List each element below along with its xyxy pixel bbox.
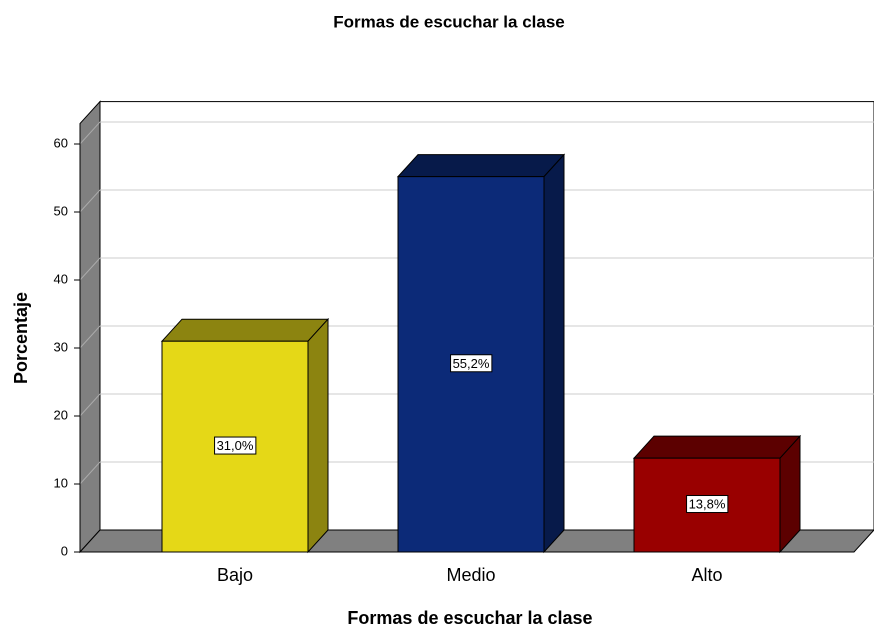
value-label-box xyxy=(450,354,493,373)
chart-title: Formas de escuchar la clase xyxy=(333,12,565,31)
bar-side xyxy=(543,153,565,554)
x-axis-label: Formas de escuchar la clase xyxy=(347,608,592,628)
bar-top xyxy=(160,318,330,342)
bar-top xyxy=(396,154,566,178)
y-tick-label: 60 xyxy=(54,135,68,150)
x-tick-label: Alto xyxy=(691,565,722,585)
grid-line xyxy=(79,461,101,485)
bar xyxy=(161,340,309,553)
x-tick-label: Medio xyxy=(446,565,495,585)
value-label: 55,2% xyxy=(453,356,490,371)
y-tick-label: 10 xyxy=(54,475,68,490)
grid-line xyxy=(79,325,101,349)
value-label: 13,8% xyxy=(689,497,726,512)
grid-line xyxy=(79,121,101,145)
y-tick-label: 0 xyxy=(61,543,68,558)
x-tick-label: Bajo xyxy=(217,565,253,585)
value-label-box xyxy=(214,436,257,455)
y-tick-label: 20 xyxy=(54,407,68,422)
y-tick-label: 30 xyxy=(54,339,68,354)
y-tick-label: 40 xyxy=(54,271,68,286)
grid-line xyxy=(79,189,101,213)
value-label: 31,0% xyxy=(217,438,254,453)
y-tick-label: 50 xyxy=(54,203,68,218)
grid-line xyxy=(79,393,101,417)
bar-side xyxy=(307,317,329,554)
value-label-box xyxy=(686,495,729,514)
grid-line xyxy=(79,257,101,281)
left-wall xyxy=(79,100,101,554)
bar-top xyxy=(632,435,802,459)
y-axis-label: Porcentaje xyxy=(11,292,31,384)
